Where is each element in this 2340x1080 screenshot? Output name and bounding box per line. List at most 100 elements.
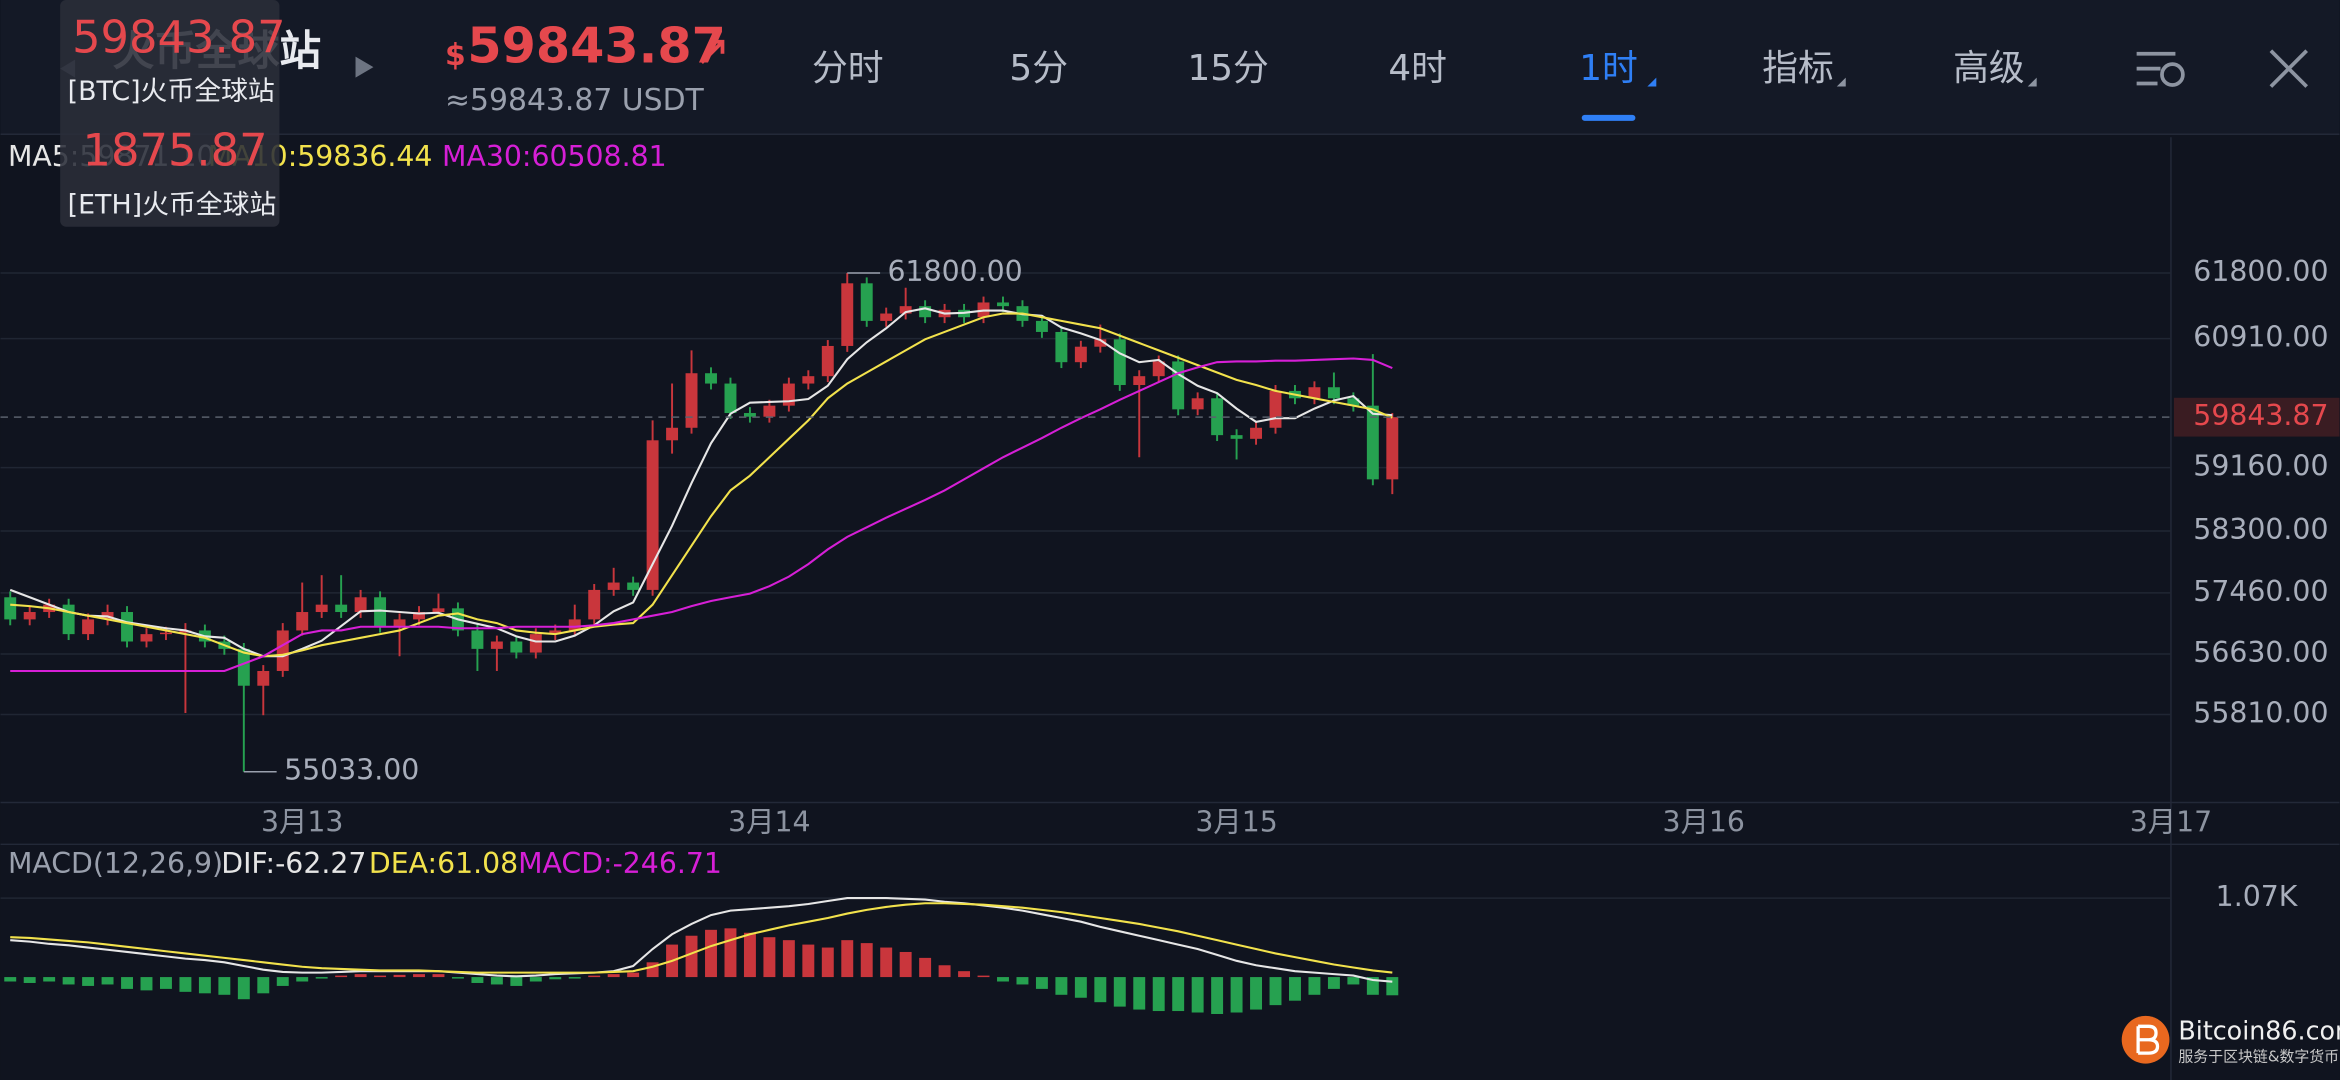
- settings-icon[interactable]: [2136, 51, 2185, 87]
- close-button[interactable]: [2269, 49, 2309, 88]
- macd-bar: [1133, 977, 1146, 1010]
- tab-dropdown-marker: [1647, 77, 1657, 87]
- interval-tab[interactable]: 分时: [812, 48, 884, 89]
- candle-body: [179, 630, 192, 633]
- candle-body: [23, 612, 36, 620]
- macd-bar: [393, 974, 406, 978]
- watermark-slogan: 服务于区块链&数字货币: [2178, 1048, 2339, 1066]
- ma-line: [10, 312, 1393, 658]
- y-tick-label: 57460.00: [2193, 575, 2328, 608]
- macd-bar: [432, 974, 445, 978]
- macd-bar: [724, 928, 737, 978]
- popup-price: 1875.87: [83, 124, 268, 177]
- macd-bar: [1035, 977, 1048, 989]
- x-tick-label: 3月14: [728, 805, 810, 838]
- macd-bar: [354, 974, 367, 978]
- interval-tab[interactable]: 5分: [1009, 48, 1068, 89]
- macd-bar: [1308, 977, 1321, 995]
- macd-bar: [62, 977, 75, 985]
- active-tab-underline: [1581, 114, 1636, 121]
- macd-bar: [627, 972, 640, 978]
- candle-body: [1113, 339, 1126, 386]
- macd-bar: [841, 940, 854, 978]
- y-tick-label: 55810.00: [2193, 696, 2328, 729]
- macd-title: MACD(12,26,9): [8, 847, 223, 880]
- candle-body: [296, 612, 309, 631]
- next-arrow[interactable]: [355, 56, 374, 78]
- candle-body: [1269, 390, 1282, 428]
- macd-bar: [588, 975, 601, 978]
- candle-body: [860, 283, 873, 321]
- candle-body: [432, 608, 445, 613]
- candle-body: [140, 634, 153, 642]
- macd-bar: [43, 977, 56, 982]
- macd-bar: [413, 974, 425, 978]
- ticker-popup: 59843.87 [BTC]火币全球站 1875.87 [ETH]火币全球站: [60, 0, 286, 227]
- tab-dropdown-marker: [1836, 77, 1846, 87]
- candle-body: [1230, 435, 1243, 439]
- top-bar: [0, 0, 2340, 135]
- candle-body: [880, 313, 893, 321]
- interval-tab[interactable]: 高级: [1953, 48, 2025, 89]
- candle-body: [841, 283, 854, 346]
- macd-bar: [743, 932, 756, 978]
- macd-bar: [529, 977, 542, 982]
- x-tick-label: 3月13: [261, 805, 343, 838]
- macd-bar: [782, 940, 795, 978]
- candle-body: [724, 383, 737, 414]
- candle-body: [1327, 387, 1340, 399]
- candle-body: [782, 383, 795, 406]
- macd-bar: [1386, 977, 1399, 996]
- macd-bar: [82, 977, 95, 986]
- candle-body: [1191, 398, 1204, 410]
- macd-bar: [296, 977, 309, 982]
- currency-symbol: $: [445, 38, 466, 73]
- candle-body: [257, 670, 270, 686]
- x-tick-label: 3月16: [1663, 805, 1745, 838]
- macd-bar: [880, 947, 893, 978]
- interval-tab[interactable]: 4时: [1388, 48, 1447, 89]
- macd-bar: [121, 977, 133, 989]
- macd-bar: [1269, 977, 1282, 1006]
- candle-body: [510, 641, 523, 653]
- macd-bar: [257, 977, 270, 994]
- macd-bar: [685, 935, 698, 978]
- candle-body: [802, 376, 815, 384]
- macd-bar: [821, 947, 834, 978]
- trend-arrow: [700, 39, 725, 64]
- candle-body: [1386, 417, 1399, 480]
- candle-body: [899, 306, 912, 314]
- macd-bar: [568, 977, 581, 979]
- watermark-logo-mark: [2136, 1024, 2160, 1055]
- candle-body: [374, 597, 387, 627]
- macd-bar: [977, 975, 990, 978]
- candle-body: [62, 604, 75, 635]
- macd-legend: DIF:-62.27: [221, 847, 366, 880]
- kline-chart: 61800.00 60910.00 59160.00 58300.00 57460.00…: [0, 137, 2340, 1080]
- watermark-site: Bitcoin86.com: [2178, 1015, 2340, 1045]
- candle-body: [705, 373, 717, 384]
- candle-body: [997, 302, 1009, 307]
- header-price: 59843.87: [467, 17, 725, 75]
- candle-body: [276, 630, 289, 671]
- candle-body: [627, 582, 640, 590]
- macd-bar: [335, 975, 348, 978]
- macd-bar: [1074, 977, 1087, 998]
- macd-bar: [198, 977, 211, 994]
- interval-tab[interactable]: 1时: [1579, 48, 1638, 89]
- candle-body: [237, 648, 250, 686]
- candle-body: [1035, 320, 1048, 332]
- macd-bar: [315, 977, 328, 979]
- candle-body: [685, 373, 698, 428]
- candle-body: [743, 413, 756, 417]
- interval-tab[interactable]: 15分: [1187, 48, 1268, 89]
- macd-bar: [1327, 977, 1340, 989]
- candle-body: [1055, 331, 1068, 363]
- y-tick-label: 60910.00: [2193, 321, 2328, 354]
- candle-body: [588, 589, 601, 620]
- macd-bar: [490, 977, 503, 985]
- candle-body: [1347, 398, 1360, 406]
- interval-tab[interactable]: 指标: [1762, 48, 1834, 89]
